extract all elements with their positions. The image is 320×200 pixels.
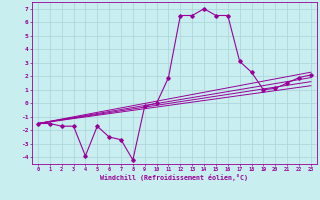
X-axis label: Windchill (Refroidissement éolien,°C): Windchill (Refroidissement éolien,°C) bbox=[100, 174, 248, 181]
